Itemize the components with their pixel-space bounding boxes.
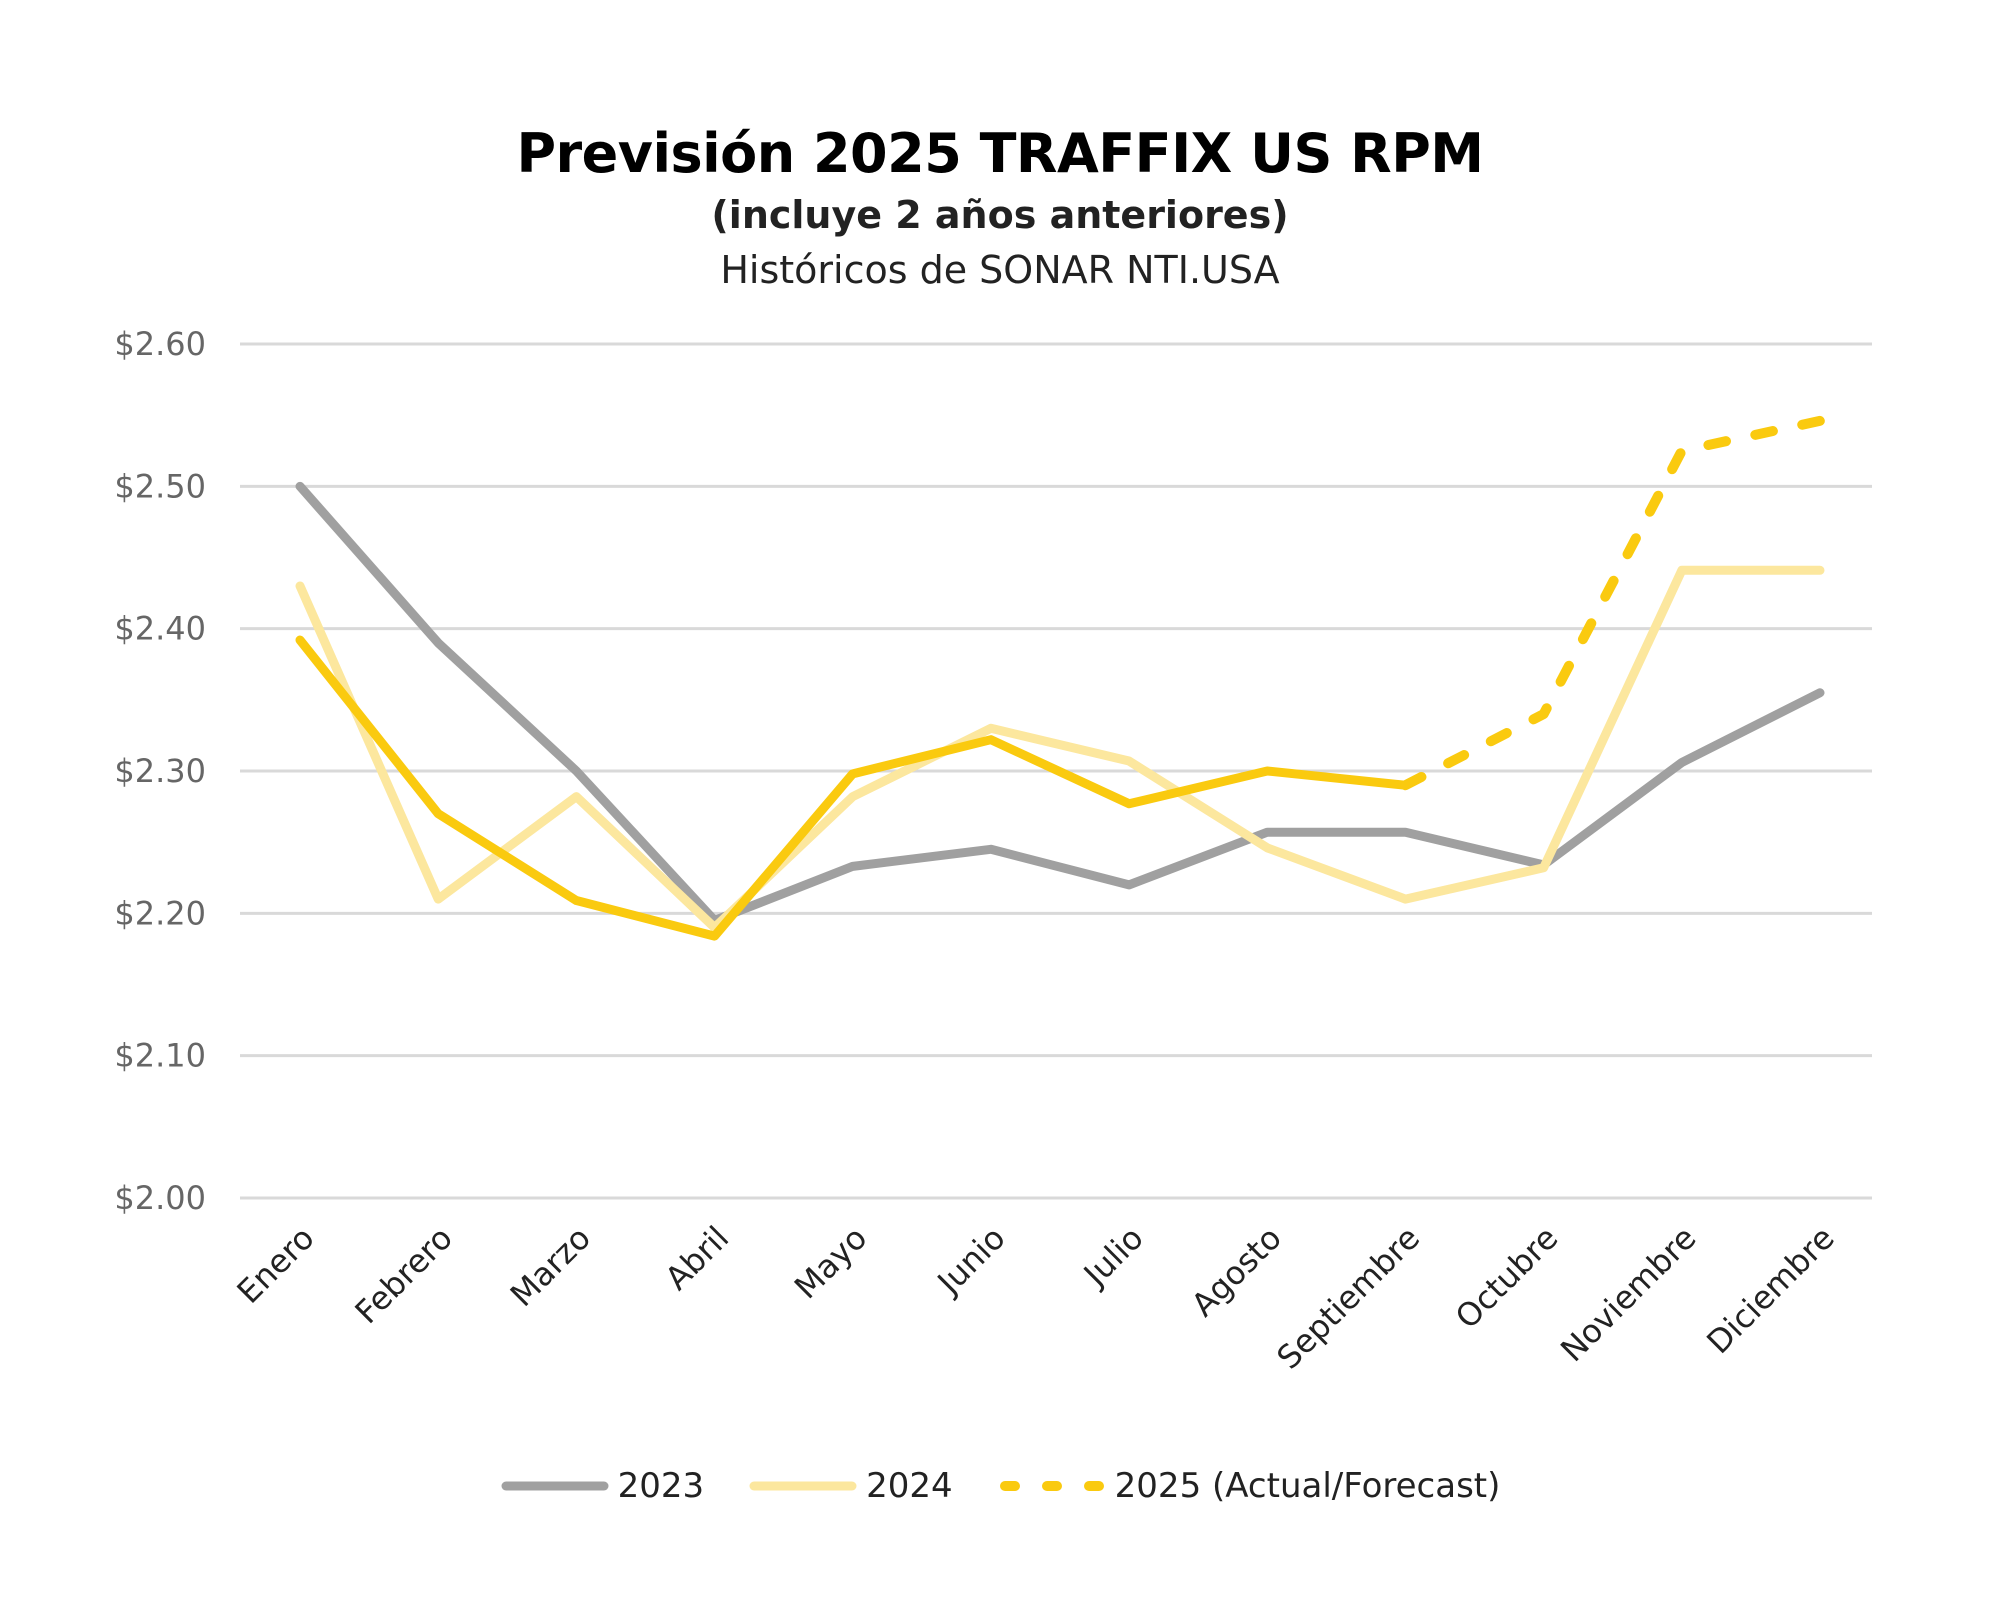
chart-subtitle: (incluye 2 años anteriores) [711, 193, 1289, 237]
x-tick-label: Septiembre [1269, 1219, 1427, 1377]
x-tick-label: Agosto [1184, 1219, 1289, 1324]
series-line-2023 [295, 481, 1825, 925]
series-line-2025-forecast [1400, 415, 1825, 791]
y-tick-label: $2.60 [114, 325, 206, 363]
legend-item-2023: 2023 [500, 1466, 705, 1506]
y-tick-label: $2.30 [114, 752, 206, 790]
x-tick-label: Mayo [787, 1219, 874, 1306]
legend-item-2024: 2024 [748, 1466, 953, 1506]
line-chart: $2.00 $2.10 $2.20 $2.30 $2.40 $2.50 $2.60 Ener… [114, 325, 1872, 1377]
legend-swatch-2024 [749, 1481, 857, 1491]
y-axis-ticks: $2.00 $2.10 $2.20 $2.30 $2.40 $2.50 $2.60 [114, 325, 206, 1217]
y-tick-label: $2.40 [114, 610, 206, 648]
legend-label-2023: 2023 [617, 1466, 705, 1506]
y-tick-label: $2.50 [114, 467, 206, 505]
x-tick-label: Julio [1075, 1219, 1151, 1295]
legend-label-2024: 2024 [866, 1466, 953, 1506]
x-tick-label: Enero [230, 1219, 322, 1311]
legend: 2023 2024 2025 (Actual/Forecast) [0, 1466, 2000, 1506]
y-tick-label: $2.20 [114, 894, 206, 932]
chart-title: Previsión 2025 TRAFFIX US RPM [516, 122, 1484, 185]
legend-label-2025: 2025 (Actual/Forecast) [1114, 1466, 1501, 1506]
series-layer [295, 415, 1825, 941]
series-line-2024 [295, 565, 1825, 933]
x-tick-label: Junio [929, 1219, 1013, 1303]
legend-item-2025: 2025 (Actual/Forecast) [997, 1466, 1501, 1506]
x-tick-label: Noviembre [1553, 1219, 1703, 1369]
y-tick-label: $2.10 [114, 1037, 206, 1075]
legend-swatch-2025 [999, 1481, 1106, 1491]
legend-swatch-2023 [501, 1481, 609, 1491]
series-line-2025-actual [295, 635, 1410, 941]
x-tick-label: Febrero [348, 1219, 460, 1331]
x-tick-label: Abril [658, 1219, 737, 1298]
x-tick-label: Octubre [1448, 1219, 1565, 1336]
x-tick-label: Marzo [503, 1219, 598, 1314]
chart-source: Históricos de SONAR NTI.USA [720, 248, 1280, 292]
y-tick-label: $2.00 [114, 1179, 206, 1217]
x-tick-label: Diciembre [1699, 1219, 1841, 1361]
x-axis-ticks: Enero Febrero Marzo Abril Mayo Junio Julio Agos… [230, 1219, 1842, 1377]
